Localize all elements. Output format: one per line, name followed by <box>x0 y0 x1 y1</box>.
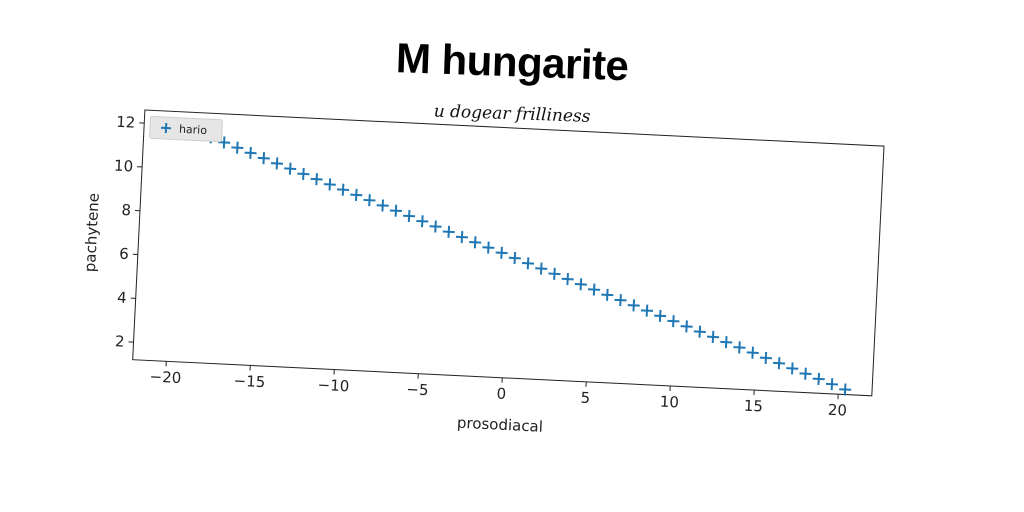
data-point <box>284 162 297 175</box>
data-point <box>746 346 759 359</box>
data-point <box>442 225 455 238</box>
x-tick-label: 10 <box>659 393 679 412</box>
y-axis-ticks: 2 4 6 8 10 12 <box>114 113 145 351</box>
x-tick-label: −20 <box>149 368 181 388</box>
data-point <box>231 141 244 154</box>
data-point <box>297 167 310 180</box>
data-point <box>667 315 680 328</box>
data-point <box>350 188 363 202</box>
data-point <box>839 383 852 396</box>
data-point <box>429 220 442 233</box>
data-point <box>218 136 231 149</box>
data-point <box>416 215 429 228</box>
data-point <box>455 230 469 244</box>
data-point <box>720 336 733 349</box>
x-tick-label: 20 <box>827 401 847 420</box>
data-point <box>244 146 257 159</box>
y-tick-label: 8 <box>121 201 131 219</box>
x-tick-label: 15 <box>743 397 763 416</box>
data-point <box>548 267 561 280</box>
data-point <box>693 325 706 338</box>
data-point <box>588 283 601 296</box>
data-point <box>601 288 614 301</box>
data-markers <box>204 131 852 396</box>
data-point <box>654 309 667 322</box>
x-tick-label: −10 <box>317 376 349 396</box>
legend: hario <box>149 115 223 143</box>
data-point <box>257 152 270 165</box>
data-point <box>799 367 812 380</box>
x-tick-label: −15 <box>233 372 265 392</box>
data-point <box>323 178 336 191</box>
data-point <box>310 173 323 186</box>
data-point <box>270 157 284 170</box>
x-tick-label: 5 <box>580 389 590 407</box>
data-point <box>389 204 402 217</box>
data-point <box>733 341 746 354</box>
legend-box <box>149 115 223 143</box>
data-point <box>482 241 495 254</box>
x-axis-label: prosodiacal <box>457 414 544 436</box>
data-point <box>640 304 654 317</box>
x-tick-label: 0 <box>496 385 506 403</box>
x-axis-ticks: −20 −15 −10 −5 0 5 10 15 20 <box>149 361 847 420</box>
data-point <box>680 320 693 333</box>
data-point <box>376 199 389 212</box>
data-point <box>495 246 508 259</box>
data-point <box>363 194 376 207</box>
data-point <box>337 183 350 196</box>
legend-marker <box>160 122 172 134</box>
data-point <box>812 372 825 386</box>
y-tick-label: 4 <box>117 288 127 306</box>
data-point <box>561 273 574 286</box>
data-point <box>508 252 521 265</box>
data-point <box>403 209 416 223</box>
y-tick-label: 6 <box>119 245 129 263</box>
data-point <box>574 278 587 291</box>
x-tick-label: −5 <box>406 380 429 399</box>
data-point <box>759 351 772 364</box>
data-point <box>825 378 838 391</box>
data-point <box>614 294 627 307</box>
data-point <box>627 299 640 312</box>
data-point <box>521 257 535 270</box>
y-tick-label: 10 <box>114 157 134 176</box>
y-tick-label: 2 <box>115 332 125 350</box>
data-point <box>469 236 482 249</box>
data-point <box>535 262 548 275</box>
y-tick-label: 12 <box>116 113 136 132</box>
data-point <box>706 330 720 343</box>
data-point <box>786 362 799 375</box>
legend-label: hario <box>179 123 208 137</box>
y-axis-label: pachytene <box>81 193 103 273</box>
data-point <box>773 357 786 370</box>
